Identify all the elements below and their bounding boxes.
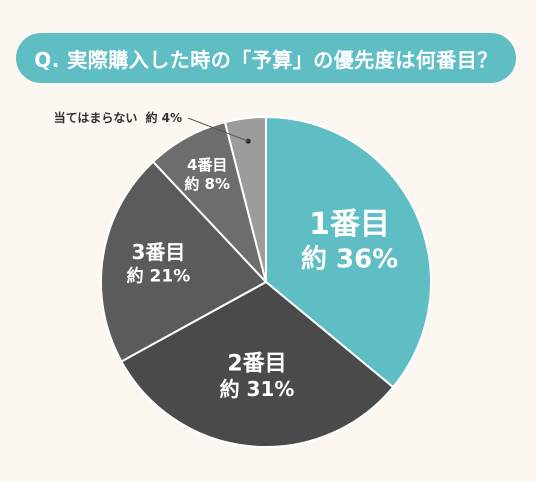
title-banner: Q. 実際購入した時の「予算」の優先度は何番目？ <box>16 33 516 83</box>
pie-slice-3 <box>100 160 268 363</box>
slice-category-label: 2番目 <box>227 351 286 376</box>
slice-category-label: 3番目 <box>131 240 185 264</box>
slice-value-label: 約 21% <box>127 265 191 286</box>
slice-value-label: 約 4% <box>145 110 182 125</box>
slice-value-label: 約 36% <box>301 244 398 275</box>
chart-title: Q. 実際購入した時の「予算」の優先度は何番目？ <box>34 47 498 72</box>
slice-category-label: 当てはまらない <box>54 110 138 125</box>
outside-slice-label: 当てはまらない約 4% <box>54 110 182 125</box>
pie-slice-2 <box>120 280 395 448</box>
slice-value-label: 約 8% <box>184 175 230 193</box>
leader-line <box>187 117 249 142</box>
slice-category-label: 4番目 <box>187 156 227 174</box>
slice-category-label: 1番目 <box>309 207 390 242</box>
slice-value-label: 約 31% <box>220 377 295 401</box>
pie-slice-1 <box>265 115 432 389</box>
pie-slice-5 <box>223 115 267 283</box>
